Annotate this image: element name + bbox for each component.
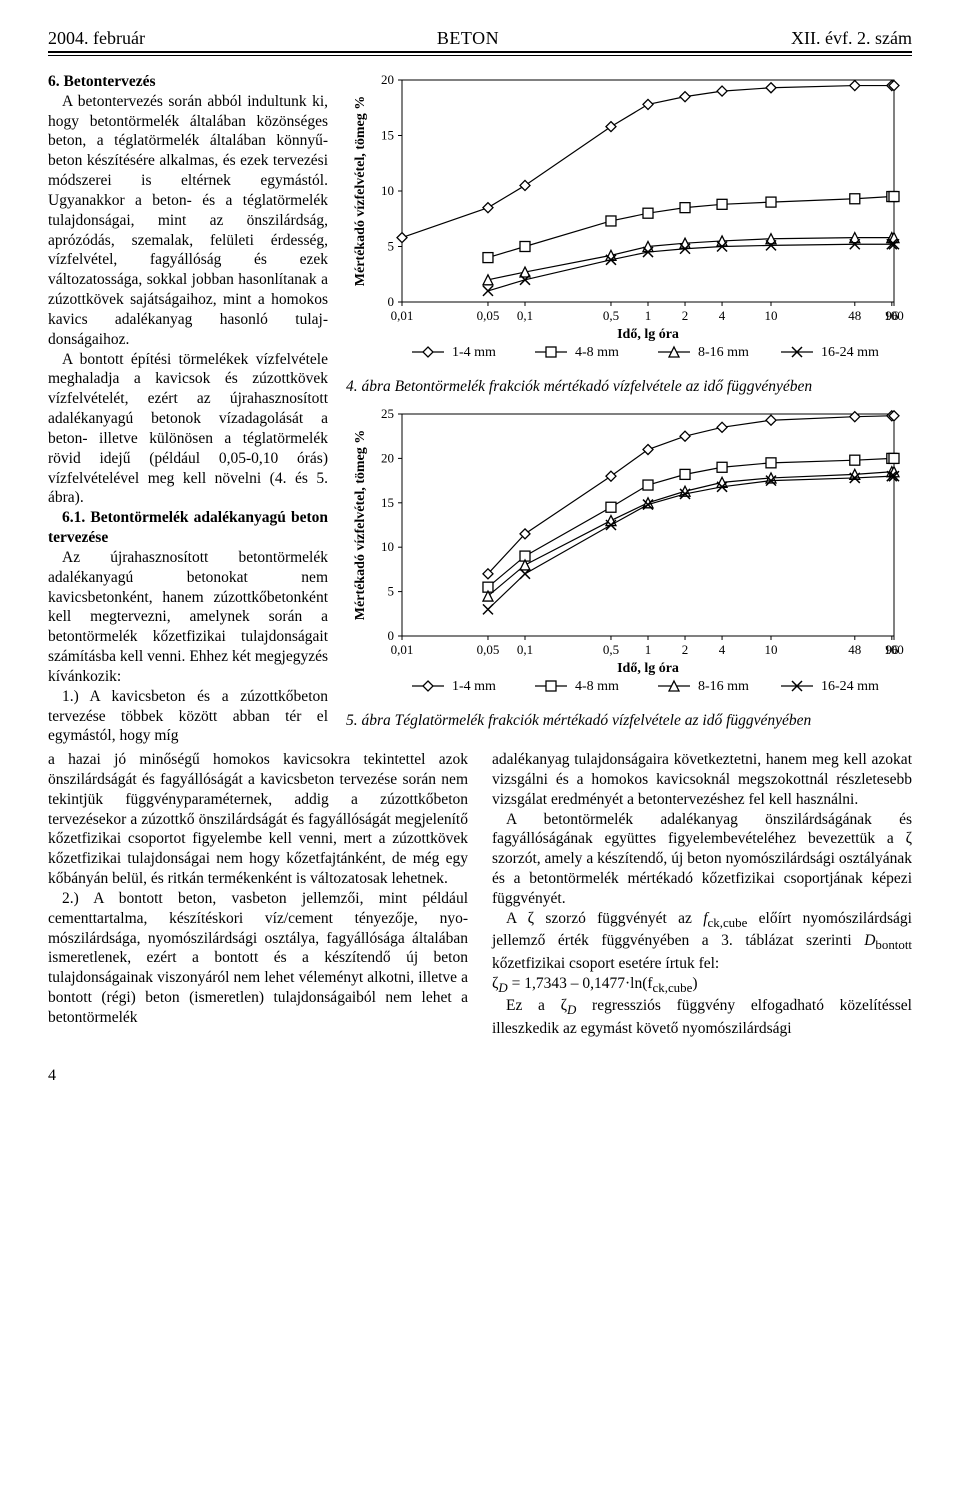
formula: ζD = 1,7343 – 0,1477·ln(fck,cube) — [492, 974, 912, 997]
svg-text:48: 48 — [848, 308, 861, 323]
section6-para3: Az újrahasznosított betontör­melék adalé… — [48, 548, 328, 687]
svg-text:1-4 mm: 1-4 mm — [452, 679, 496, 694]
header-rule-2 — [48, 55, 912, 56]
svg-text:Mértékadó vízfelvétel, tömeg %: Mértékadó vízfelvétel, tömeg % — [353, 96, 368, 286]
bottom-columns: a hazai jó minőségű homokos kavicsokra t… — [48, 750, 912, 1039]
svg-text:Idő, lg óra: Idő, lg óra — [617, 327, 679, 342]
bottom-left-p1: a hazai jó minőségű homokos kavicsokra t… — [48, 750, 468, 889]
section6-para2: A bontott építési törmelékek vízfelvétel… — [48, 350, 328, 509]
svg-text:4: 4 — [719, 642, 726, 657]
chart5-svg: 05101520250,010,050,10,5124104896100Idő,… — [346, 406, 906, 706]
chart5-container: 05101520250,010,050,10,5124104896100Idő,… — [346, 406, 912, 706]
svg-text:100: 100 — [884, 308, 904, 323]
bottom-right-p2: A betontörmelék adalékanyag önszilárdság… — [492, 810, 912, 909]
svg-text:0,5: 0,5 — [603, 308, 619, 323]
svg-text:0,05: 0,05 — [477, 308, 500, 323]
svg-text:0,05: 0,05 — [477, 642, 500, 657]
svg-text:16-24 mm: 16-24 mm — [821, 345, 879, 360]
left-column: 6. Betontervezés A betontervezés során a… — [48, 72, 328, 746]
chart4-svg: 051015200,010,050,10,5124104896100Idő, l… — [346, 72, 906, 372]
page-header: 2004. február BETON XII. évf. 2. szám — [48, 28, 912, 49]
section61-heading: 6.1. Betontörmelék adalék­anyagú beton t… — [48, 508, 328, 548]
header-right: XII. évf. 2. szám — [791, 28, 912, 49]
svg-text:5: 5 — [388, 584, 395, 599]
svg-text:Idő, lg óra: Idő, lg óra — [617, 661, 679, 676]
chart5-caption: 5. ábra Téglatörmelék frakciók mértékadó… — [346, 712, 912, 730]
svg-text:8-16 mm: 8-16 mm — [698, 345, 749, 360]
svg-text:0,1: 0,1 — [517, 642, 533, 657]
svg-text:1: 1 — [645, 642, 652, 657]
svg-text:0,01: 0,01 — [391, 308, 414, 323]
svg-text:10: 10 — [765, 642, 778, 657]
svg-text:4: 4 — [719, 308, 726, 323]
bottom-right: adalékanyag tulajdonságaira következtetn… — [492, 750, 912, 1039]
svg-text:20: 20 — [381, 72, 394, 87]
svg-text:0: 0 — [388, 628, 395, 643]
page-number: 4 — [48, 1067, 912, 1085]
section6-heading: 6. Betontervezés — [48, 73, 156, 90]
svg-text:1: 1 — [645, 308, 652, 323]
svg-text:100: 100 — [884, 642, 904, 657]
svg-text:10: 10 — [381, 539, 394, 554]
header-center: BETON — [437, 28, 499, 49]
svg-text:15: 15 — [381, 128, 394, 143]
svg-text:5: 5 — [388, 239, 395, 254]
section6-para4: 1.) A kavicsbeton és a zúzott­kőbeton te… — [48, 687, 328, 746]
svg-text:10: 10 — [765, 308, 778, 323]
svg-text:2: 2 — [682, 308, 689, 323]
svg-text:20: 20 — [381, 450, 394, 465]
header-rule-1 — [48, 51, 912, 53]
chart4-container: 051015200,010,050,10,5124104896100Idő, l… — [346, 72, 912, 372]
bottom-right-p4: Ez a ζD regressziós függvény elfogadható… — [492, 996, 912, 1038]
svg-text:8-16 mm: 8-16 mm — [698, 679, 749, 694]
svg-text:0,01: 0,01 — [391, 642, 414, 657]
svg-text:4-8 mm: 4-8 mm — [575, 679, 619, 694]
svg-text:2: 2 — [682, 642, 689, 657]
svg-text:48: 48 — [848, 642, 861, 657]
svg-text:15: 15 — [381, 495, 394, 510]
svg-text:Mértékadó vízfelvétel, tömeg %: Mértékadó vízfelvétel, tömeg % — [353, 430, 368, 620]
svg-text:10: 10 — [381, 183, 394, 198]
bottom-left-p2: 2.) A bontott beton, vasbeton jellemzői,… — [48, 889, 468, 1028]
svg-text:25: 25 — [381, 406, 394, 421]
bottom-right-p3: A ζ szorzó függvényét az fck,cube előírt… — [492, 909, 912, 974]
bottom-right-p1: adalékanyag tulajdonságaira következtetn… — [492, 750, 912, 809]
svg-text:0,1: 0,1 — [517, 308, 533, 323]
section6-para1: A betontervezés során abból indultunk ki… — [48, 92, 328, 350]
svg-text:16-24 mm: 16-24 mm — [821, 679, 879, 694]
svg-text:4-8 mm: 4-8 mm — [575, 345, 619, 360]
svg-text:0: 0 — [388, 294, 395, 309]
svg-text:0,5: 0,5 — [603, 642, 619, 657]
svg-text:1-4 mm: 1-4 mm — [452, 345, 496, 360]
chart4-caption: 4. ábra Betontörmelék frakciók mértékadó… — [346, 378, 912, 396]
header-left: 2004. február — [48, 28, 145, 49]
bottom-left: a hazai jó minőségű homokos kavicsokra t… — [48, 750, 468, 1039]
right-column: 051015200,010,050,10,5124104896100Idő, l… — [346, 72, 912, 746]
